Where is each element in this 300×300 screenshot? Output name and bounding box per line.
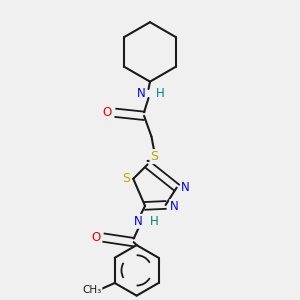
Text: H: H	[150, 215, 159, 228]
Text: N: N	[137, 87, 146, 100]
Text: O: O	[91, 231, 100, 244]
Text: S: S	[151, 150, 158, 163]
Text: N: N	[134, 215, 142, 228]
Text: CH₃: CH₃	[82, 285, 101, 296]
Text: N: N	[181, 181, 190, 194]
Text: S: S	[122, 172, 130, 185]
Text: H: H	[155, 87, 164, 100]
Text: N: N	[170, 200, 179, 213]
Text: O: O	[103, 106, 112, 119]
